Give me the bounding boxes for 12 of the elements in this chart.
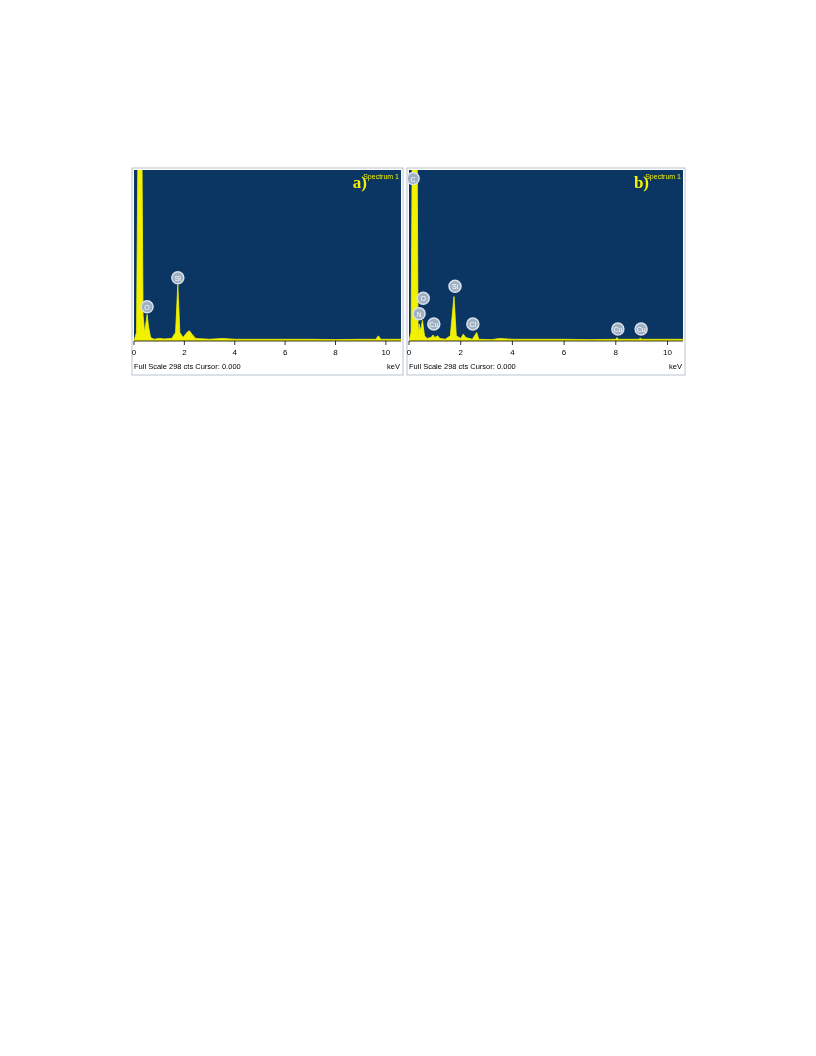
x-tick-label: 8 (613, 348, 619, 357)
x-tick-label: 2 (458, 348, 464, 357)
x-tick-label: 4 (232, 348, 238, 357)
x-tick-label: 0 (406, 348, 412, 357)
x-tick-label: 8 (333, 348, 339, 357)
x-tick-label: 4 (510, 348, 516, 357)
x-tick-label: 2 (182, 348, 188, 357)
x-tick-label: 0 (131, 348, 137, 357)
x-tick-label: 6 (282, 348, 288, 357)
x-tick-label: 6 (561, 348, 567, 357)
x-tick-label: 10 (381, 348, 391, 357)
x-tick-label: 10 (663, 348, 673, 357)
